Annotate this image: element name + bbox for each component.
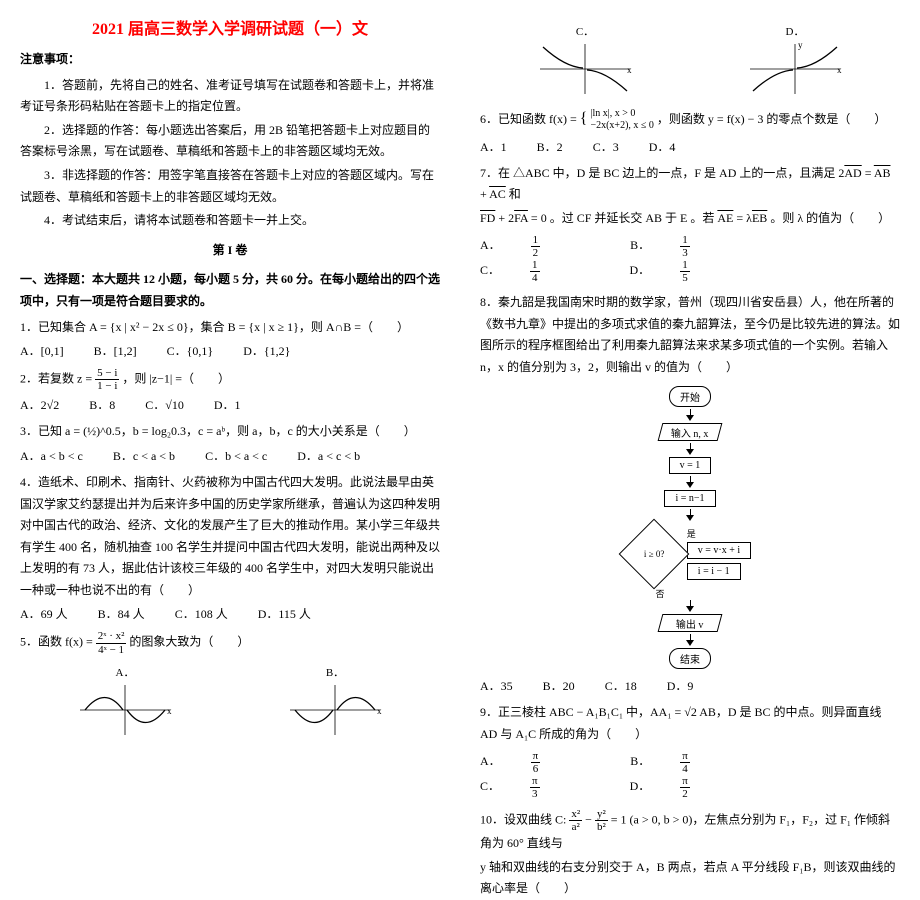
- q3: 3．已知 a = (½)^0.5，b = log₂0.3，c = aᵇ，则 a，…: [20, 421, 440, 443]
- q9: 9．正三棱柱 ABC − A₁B₁C₁ 中，AA₁ = √2 AB，D 是 BC…: [480, 702, 900, 745]
- q4-b: B．84 人: [98, 605, 145, 622]
- flow-s4: i = i − 1: [687, 563, 741, 580]
- q4: 4．造纸术、印刷术、指南针、火药被称为中国古代四大发明。此说法最早由英国汉学家艾…: [20, 472, 440, 602]
- svg-text:x: x: [377, 706, 382, 716]
- svg-text:y: y: [798, 40, 803, 50]
- q8-c: C．18: [605, 677, 637, 694]
- q7-c: C．14: [480, 259, 600, 284]
- q3-b: B．c < a < b: [113, 447, 175, 464]
- curve-b-icon: x: [285, 680, 385, 740]
- q6-c: C．3: [593, 138, 619, 155]
- notice-2: 2．选择题的作答：每小题选出答案后，用 2B 铅笔把答题卡上对应题目的答案标号涂…: [20, 120, 440, 163]
- q2-d: D．1: [214, 396, 241, 413]
- flow-end: 结束: [669, 648, 711, 669]
- svg-text:x: x: [837, 65, 842, 75]
- left-column: 2021 届高三数学入学调研试题（一）文 注意事项： 1．答题前，先将自己的姓名…: [0, 0, 460, 651]
- q3-a: A．a < b < c: [20, 447, 83, 464]
- q3-d: D．a < c < b: [297, 447, 360, 464]
- flow-cond: i ≥ 0?: [618, 519, 689, 590]
- q6: 6．已知函数 f(x) = { |ln x|, x > 0 −2x(x+2), …: [480, 105, 900, 134]
- q4-c: C．108 人: [175, 605, 228, 622]
- svg-text:x: x: [167, 706, 172, 716]
- q2-options: A．2√2 B．8 C．√10 D．1: [20, 396, 440, 413]
- q2: 2．若复数 z = 5 − i1 − i ，则 |z−1| =（ ）: [20, 367, 440, 392]
- q1-d: D．{1,2}: [243, 342, 290, 359]
- q1-b: B．[1,2]: [94, 342, 137, 359]
- svg-text:x: x: [627, 65, 632, 75]
- q10: 10．设双曲线 C: x²a² − y²b² = 1 (a > 0, b > 0…: [480, 808, 900, 855]
- q2-frac: 5 − i1 − i: [95, 367, 119, 392]
- flow-s3: v = v·x + i: [687, 542, 751, 559]
- q5-frac: 2ˣ · x²4ˣ − 1: [96, 630, 127, 655]
- q7-a: A．12: [480, 234, 600, 259]
- q5: 5．函数 f(x) = 2ˣ · x²4ˣ − 1 的图象大致为（ ）: [20, 630, 440, 655]
- q9-a: A．π6: [480, 750, 600, 775]
- q6-d: D．4: [649, 138, 676, 155]
- graph-b: B． x: [285, 662, 385, 740]
- q7-options: A．12 B．13 C．14 D．15: [480, 234, 900, 284]
- q1-options: A．[0,1] B．[1,2] C．{0,1} D．{1,2}: [20, 342, 440, 359]
- q8-b: B．20: [543, 677, 575, 694]
- q7: 7．在 △ABC 中，D 是 BC 边上的一点，F 是 AD 上的一点，且满足 …: [480, 163, 900, 206]
- flow-start: 开始: [669, 386, 711, 407]
- q2-a: A．2√2: [20, 396, 59, 413]
- curve-c-icon: x: [535, 39, 635, 99]
- notice-3: 3．非选择题的作答：用签字笔直接答在答题卡上对应的答题区域内。写在试题卷、草稿纸…: [20, 165, 440, 208]
- choice-heading: 一、选择题：本大题共 12 小题，每小题 5 分，共 60 分。在每小题给出的四…: [20, 269, 440, 312]
- q9-d: D．π2: [630, 775, 750, 800]
- q8: 8．秦九韶是我国南宋时期的数学家，普州（现四川省安岳县）人，他在所著的《数书九章…: [480, 292, 900, 378]
- q1-a: A．[0,1]: [20, 342, 64, 359]
- q6-b: B．2: [537, 138, 563, 155]
- q5-graphs-ab: A． x B． x: [20, 662, 440, 740]
- flow-s1: v = 1: [669, 457, 712, 474]
- notice-1: 1．答题前，先将自己的姓名、准考证号填写在试题卷和答题卡上，并将准考证号条形码粘…: [20, 75, 440, 118]
- flowchart: 开始 输入 n, x v = 1 i = n−1 i ≥ 0? 是 v = v·…: [480, 384, 900, 671]
- q1-c: C．{0,1}: [167, 342, 214, 359]
- q4-options: A．69 人 B．84 人 C．108 人 D．115 人: [20, 605, 440, 622]
- q8-a: A．35: [480, 677, 513, 694]
- q6-a: A．1: [480, 138, 507, 155]
- q7-d: D．15: [630, 259, 750, 284]
- q3-options: A．a < b < c B．c < a < b C．b < a < c D．a …: [20, 447, 440, 464]
- flow-input: 输入 n, x: [658, 423, 723, 441]
- graph-d: D． x y: [745, 21, 845, 99]
- graph-c: C． x: [535, 21, 635, 99]
- part-1-heading: 第 I 卷: [20, 240, 440, 262]
- q4-a: A．69 人: [20, 605, 68, 622]
- notice-heading: 注意事项：: [20, 49, 440, 71]
- exam-title: 2021 届高三数学入学调研试题（一）文: [20, 15, 440, 39]
- q9-b: B．π4: [630, 750, 750, 775]
- q2-b: B．8: [89, 396, 115, 413]
- q2-c: C．√10: [145, 396, 184, 413]
- q9-options: A．π6 B．π4 C．π3 D．π2: [480, 750, 900, 800]
- graph-a: A． x: [75, 662, 175, 740]
- curve-d-icon: x y: [745, 39, 845, 99]
- notice-4: 4．考试结束后，请将本试题卷和答题卡一并上交。: [20, 210, 440, 232]
- q5-graphs-cd: C． x D． x y: [480, 21, 900, 99]
- flow-output: 输出 v: [658, 614, 723, 632]
- flow-s2: i = n−1: [664, 490, 715, 507]
- q8-d: D．9: [667, 677, 694, 694]
- q1: 1．已知集合 A = {x | x² − 2x ≤ 0}，集合 B = {x |…: [20, 317, 440, 339]
- q4-d: D．115 人: [258, 605, 311, 622]
- right-column: C． x D． x y 6．已知函数 f(x) = {: [460, 0, 920, 651]
- q9-c: C．π3: [480, 775, 600, 800]
- q3-c: C．b < a < c: [205, 447, 267, 464]
- q6-options: A．1 B．2 C．3 D．4: [480, 138, 900, 155]
- q7-b: B．13: [630, 234, 750, 259]
- q7-line2: FD + 2FA = 0 。过 CF 并延长交 AB 于 E 。若 AE = λ…: [480, 208, 900, 230]
- curve-a-icon: x: [75, 680, 175, 740]
- q10-line2: y 轴和双曲线的右支分别交于 A，B 两点，若点 A 平分线段 F₁B，则该双曲…: [480, 857, 900, 900]
- q8-options: A．35 B．20 C．18 D．9: [480, 677, 900, 694]
